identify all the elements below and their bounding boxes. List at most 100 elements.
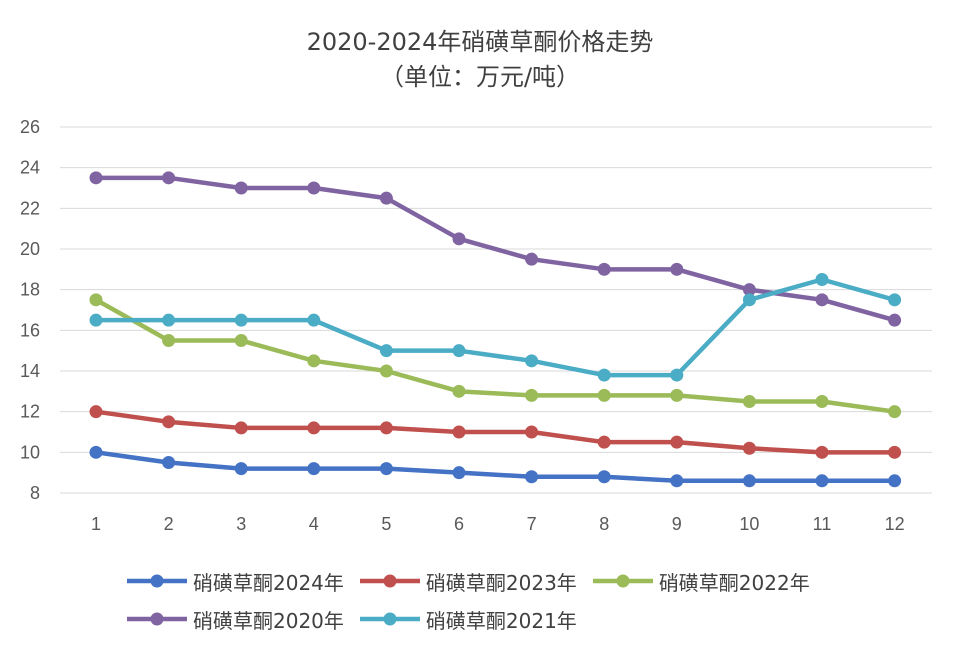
data-point [742, 441, 756, 455]
data-point [815, 395, 829, 408]
legend: 硝磺草酮2024年 硝磺草酮2023年 硝磺草酮2022年 硝磺草酮2020年 硝磺草酮… [125, 562, 885, 638]
data-point [379, 191, 393, 205]
y-tick-label: 10 [20, 442, 40, 462]
data-point [234, 421, 248, 435]
data-point [162, 334, 176, 347]
chart-title: 2020-2024年硝磺草酮价格走势 [306, 28, 654, 56]
series-line [95, 450, 895, 484]
legend-label: 硝磺草酮2021年 [425, 608, 577, 633]
y-axis-ticks: 8 10 12 14 16 18 20 22 24 26 [20, 117, 40, 503]
data-point [452, 425, 466, 439]
data-point [89, 313, 103, 327]
legend-row: 硝磺草酮2024年 硝磺草酮2023年 硝磺草酮2022年 [125, 562, 885, 600]
data-point [89, 171, 103, 185]
x-tick-label: 11 [813, 514, 832, 534]
data-point [234, 462, 248, 476]
x-tick-label: 2 [164, 514, 174, 534]
data-point [379, 364, 393, 378]
y-tick-label: 26 [20, 117, 40, 137]
data-point [670, 262, 684, 276]
series-0 [89, 445, 902, 488]
data-point [234, 313, 248, 327]
data-point [888, 293, 902, 307]
data-point [452, 232, 466, 246]
x-tick-label: 8 [599, 514, 609, 534]
data-point [452, 344, 466, 358]
y-tick-label: 8 [30, 483, 40, 503]
series-line [95, 409, 895, 455]
data-point [379, 344, 393, 358]
data-point [234, 181, 248, 195]
data-point [525, 470, 539, 484]
data-point [597, 435, 611, 449]
data-point [742, 293, 756, 307]
data-point [815, 273, 829, 286]
x-tick-label: 3 [236, 514, 246, 534]
x-tick-label: 5 [381, 514, 391, 534]
legend-label: 硝磺草酮2022年 [658, 570, 810, 595]
legend-item: 硝磺草酮2021年 [358, 605, 577, 634]
data-point [888, 445, 902, 459]
data-point [597, 470, 611, 484]
legend-item: 硝磺草酮2023年 [358, 567, 577, 596]
data-point [307, 462, 321, 476]
series-group [89, 171, 902, 488]
legend-label: 硝磺草酮2020年 [193, 608, 344, 633]
data-point [888, 313, 902, 327]
data-point [379, 462, 393, 476]
x-tick-label: 1 [91, 514, 101, 534]
data-point [525, 354, 539, 368]
data-point [379, 421, 393, 435]
series-line [96, 175, 896, 323]
data-point [162, 171, 176, 185]
legend-swatch [127, 612, 187, 626]
data-point [888, 405, 902, 419]
series-4 [89, 273, 902, 382]
data-point [670, 388, 684, 402]
legend-swatch [359, 612, 420, 626]
data-point [307, 313, 321, 327]
data-point [234, 334, 248, 347]
data-point [307, 181, 321, 195]
legend-label: 硝磺草酮2024年 [193, 570, 344, 595]
legend-item: 硝磺草酮2022年 [591, 567, 810, 596]
data-point [89, 405, 103, 419]
data-point [815, 474, 829, 488]
x-axis-ticks: 1 2 3 4 5 6 7 8 9 10 11 12 [91, 514, 905, 534]
data-point [742, 474, 756, 488]
data-point [670, 435, 684, 449]
legend-swatch [127, 574, 187, 588]
data-point [525, 425, 539, 439]
x-tick-label: 12 [885, 514, 905, 534]
data-point [452, 384, 466, 398]
y-tick-label: 14 [20, 361, 40, 381]
data-point [89, 445, 103, 459]
data-point [597, 368, 611, 382]
y-tick-label: 18 [20, 280, 40, 300]
data-point [307, 354, 321, 368]
y-tick-label: 22 [20, 198, 40, 218]
chart-subtitle: （单位：万元/吨） [379, 63, 581, 91]
x-tick-label: 7 [527, 514, 537, 534]
data-point [162, 313, 176, 327]
data-point [742, 395, 756, 408]
data-point [815, 293, 829, 307]
data-point [525, 388, 539, 402]
y-tick-label: 24 [20, 158, 40, 178]
data-point [670, 368, 684, 382]
legend-item: 硝磺草酮2020年 [125, 605, 344, 634]
data-point [742, 283, 756, 297]
legend-row: 硝磺草酮2020年 硝磺草酮2021年 [125, 600, 885, 638]
data-point [597, 388, 611, 402]
data-point [89, 293, 103, 307]
data-point [162, 456, 176, 469]
data-point [452, 466, 466, 480]
x-tick-label: 4 [309, 514, 319, 534]
x-tick-label: 6 [454, 514, 464, 534]
x-tick-label: 9 [672, 514, 682, 534]
series-line [96, 277, 896, 378]
data-point [888, 474, 902, 488]
data-point [307, 421, 321, 435]
x-tick-label: 10 [739, 514, 759, 534]
